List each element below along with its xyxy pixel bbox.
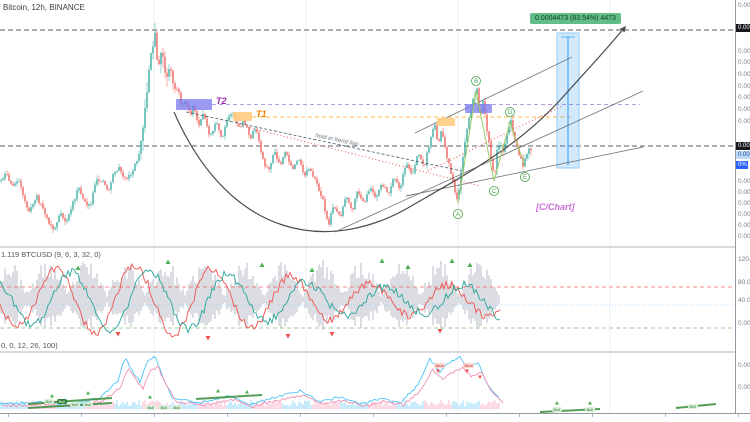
price-axis-label: 0.00 — [738, 200, 750, 207]
price-badge: 0% — [736, 161, 748, 169]
price-axis-label: 0.00 — [738, 2, 750, 9]
signal-pill-bull: Bull — [57, 399, 67, 404]
pane3-indicator-title: 0, 0, 12, 26, 100) — [1, 341, 58, 350]
signal-pill-bull: Bull — [146, 405, 156, 410]
svg-text:A: A — [456, 212, 460, 218]
oscillator-axis-label: 120.0 — [738, 256, 750, 263]
price-axis-label: 0.00 — [738, 211, 750, 218]
price-axis-label: 0.00 — [738, 71, 750, 78]
signal-pill-bull: Bull — [552, 407, 562, 412]
signal-pill-bull: Bull — [688, 404, 698, 409]
oscillator-axis-label: 80.0 — [738, 279, 750, 286]
time-tick — [592, 414, 593, 417]
price-axis-label: 0.00 — [738, 189, 750, 196]
price-axis-label: 0.00 — [738, 83, 750, 90]
candlestick-series[interactable] — [0, 22, 532, 233]
pane-separators — [0, 246, 750, 353]
price-axis-label: 0.00 — [738, 94, 750, 101]
t1-target-label[interactable]: T1 — [256, 109, 267, 119]
svg-text:B: B — [474, 79, 478, 85]
time-axis[interactable] — [0, 413, 750, 422]
projection-range-box[interactable] — [556, 32, 580, 169]
svg-text:D: D — [508, 110, 513, 116]
time-tick — [738, 414, 739, 417]
time-tick — [373, 414, 374, 417]
signal-pill-bull: Bull — [585, 407, 595, 412]
macd-pane[interactable] — [0, 355, 717, 413]
price-axis-label: 0.00 — [738, 233, 750, 240]
symbol-title: Bitcoin, 12h, BINANCE — [3, 3, 85, 12]
target-zone-boxes[interactable] — [176, 99, 492, 126]
price-badge: 0.00 — [736, 151, 750, 159]
svg-text:E: E — [523, 175, 527, 181]
price-badge: 0.00 — [736, 142, 750, 150]
price-level-lines[interactable] — [0, 29, 735, 147]
wave-label[interactable] — [471, 76, 481, 86]
price-axis-label: 0.00 — [738, 106, 750, 113]
wave-label[interactable] — [520, 172, 530, 182]
grid — [153, 0, 611, 413]
oscillator-axis-label: 0.00 — [738, 320, 750, 327]
time-tick — [8, 414, 9, 417]
signal-pill-bear: Bear — [463, 363, 475, 368]
measured-move-label[interactable]: 0.0004473 (83.54%) 4473 — [530, 13, 621, 24]
pane2-indicator-title: 1.119 BTCUSD (9, 6, 3, 32, 0) — [1, 250, 101, 259]
time-tick — [446, 414, 447, 417]
signal-pill-bull: Bull — [44, 399, 54, 404]
signal-pill-bull: Bull — [83, 402, 93, 407]
price-axis-label: 0.00 — [738, 118, 750, 125]
wave-label[interactable] — [453, 209, 463, 219]
macd-axis-label: 0.00 — [738, 384, 750, 391]
svg-text:C: C — [492, 189, 497, 195]
time-tick — [81, 414, 82, 417]
signal-pill-bull: Bull — [172, 405, 182, 410]
time-tick — [227, 414, 228, 417]
price-axis-label: 0.00 — [738, 59, 750, 66]
chart-signature: [C/Chart] — [536, 202, 575, 212]
wave-pattern[interactable]: A B C D E — [453, 76, 530, 219]
signal-pill-bull: Bull — [70, 402, 80, 407]
macd-axis-label: 0.00 — [738, 362, 750, 369]
oscillator-pane[interactable] — [0, 258, 735, 341]
oscillator-axis-label: 40.0 — [738, 297, 750, 304]
time-tick — [300, 414, 301, 417]
time-tick — [665, 414, 666, 417]
price-axis-label: 0.00 — [738, 178, 750, 185]
price-badge: 0.00 — [736, 24, 750, 32]
signal-pill-bear: Bear — [434, 363, 446, 368]
price-axis[interactable]: 0.00 0.00 0.00 0.00 0.00 0.00 0.00 0.00 0.00 0.00… — [735, 0, 750, 413]
t2-target-label[interactable]: T2 — [216, 96, 227, 106]
wave-label[interactable] — [505, 107, 515, 117]
time-tick — [154, 414, 155, 417]
time-tick — [519, 414, 520, 417]
wave-label[interactable] — [489, 186, 499, 196]
price-axis-label: 0.00 — [738, 48, 750, 55]
price-axis-label: 0.00 — [738, 222, 750, 229]
signal-pill-bull: Bull — [159, 405, 169, 410]
